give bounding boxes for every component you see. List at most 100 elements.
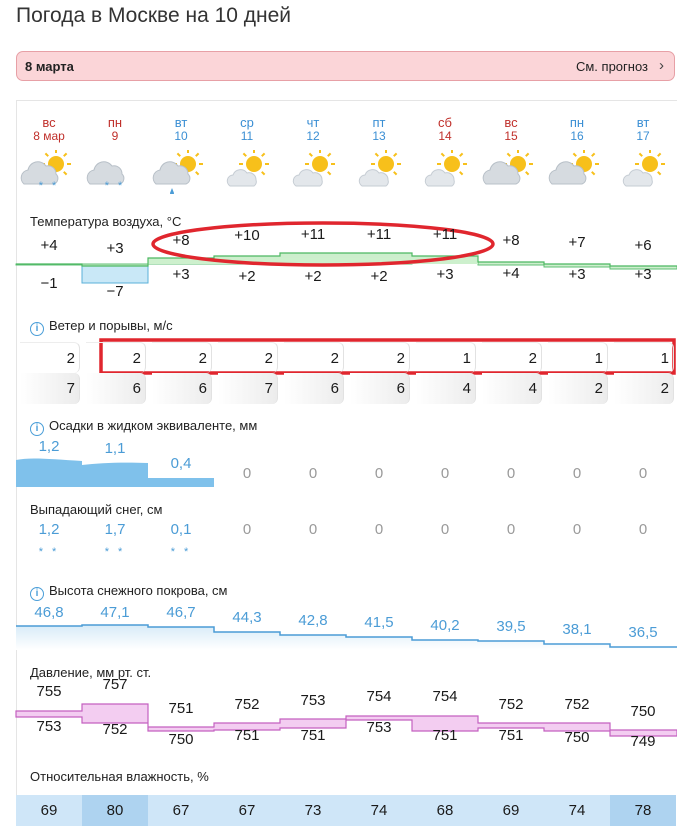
temperature-max: +11: [366, 226, 392, 243]
temperature-min: +2: [370, 268, 388, 285]
snowfall-value: 1,2: [38, 521, 60, 538]
sun-cloud-icon: [214, 149, 280, 194]
pressure-min: 750: [564, 729, 590, 746]
sun-cloud-icon: [610, 149, 676, 194]
cloud-sun-snow-icon: [16, 149, 82, 194]
day-of-week: вт: [636, 115, 650, 130]
chevron-right-icon: ›: [659, 57, 664, 74]
temperature-min: +3: [172, 266, 190, 283]
pressure-max: 750: [630, 703, 656, 720]
snowfall-value: 0: [572, 521, 582, 538]
snowfall-value: 0: [506, 521, 516, 538]
temperature-highlight-ellipse: [151, 221, 495, 267]
section-snow-depth[interactable]: i Высота снежного покрова, см: [30, 583, 228, 601]
pressure-max: 751: [168, 700, 194, 717]
day-date: 13: [372, 129, 386, 143]
day-of-week: пн: [569, 115, 585, 130]
temperature-min: −7: [106, 283, 124, 300]
info-icon[interactable]: i: [30, 422, 44, 436]
temperature-min: −1: [40, 275, 58, 292]
temperature-max: +3: [106, 240, 124, 257]
day-of-week: чт: [306, 115, 320, 130]
snow-depth-value: 46,8: [34, 604, 64, 621]
page-title: Погода в Москве на 10 дней: [16, 4, 292, 27]
snow-depth-value: 40,2: [430, 617, 460, 634]
info-icon[interactable]: i: [30, 587, 44, 601]
day-date: 15: [504, 129, 518, 143]
humidity-value: 80: [82, 795, 148, 826]
snowflake-icon: * *: [38, 546, 60, 558]
wind-gust: 7: [20, 373, 80, 404]
temperature-max: +11: [300, 226, 326, 243]
pressure-max: 754: [366, 688, 392, 705]
wind-gust: 6: [152, 373, 212, 404]
humidity-value: 67: [214, 795, 280, 826]
snow-depth-value: 47,1: [100, 604, 130, 621]
wind-gust: 6: [284, 373, 344, 404]
precipitation-value: 1,2: [38, 438, 60, 455]
temperature-line: [16, 252, 677, 267]
wind-gust: 4: [482, 373, 542, 404]
cloud-snow-icon: [82, 150, 148, 194]
precipitation-bars: [16, 458, 214, 487]
day-date: 14: [438, 129, 452, 143]
precipitation-value: 1,1: [104, 440, 126, 457]
pressure-max: 754: [432, 688, 458, 705]
snow-depth-value: 39,5: [496, 618, 526, 635]
pressure-min: 753: [366, 719, 392, 736]
wind-speed: 2: [218, 342, 278, 373]
precipitation-value: 0: [308, 465, 318, 482]
snow-depth-value: 41,5: [364, 614, 394, 631]
cloud-sun-icon: [478, 149, 544, 194]
temperature-max: +6: [634, 237, 652, 254]
temperature-max: +10: [234, 227, 260, 244]
pressure-max: 752: [498, 696, 524, 713]
snow-depth-value: 38,1: [562, 621, 592, 638]
pressure-max: 755: [36, 683, 62, 700]
snow-depth-value: 36,5: [628, 624, 658, 641]
wind-speed: 2: [20, 342, 80, 373]
snowfall-value: 0: [638, 521, 648, 538]
snow-depth-value: 44,3: [232, 609, 262, 626]
precipitation-value: 0,4: [170, 455, 192, 472]
day-of-week: пт: [372, 115, 386, 130]
day-date: 9: [111, 129, 119, 143]
temperature-max: +7: [568, 234, 586, 251]
snowfall-value: 0: [440, 521, 450, 538]
sun-cloud-icon: [346, 149, 412, 194]
pressure-band: [15, 703, 677, 737]
day-date: 16: [570, 129, 584, 143]
sun-cloud-icon: [280, 149, 346, 194]
humidity-value: 73: [280, 795, 346, 826]
day-date: 12: [306, 129, 320, 143]
pressure-max: 753: [300, 692, 326, 709]
wind-gust: 6: [350, 373, 410, 404]
see-forecast-link[interactable]: См. прогноз: [575, 59, 648, 74]
day-date: 8 мар: [33, 129, 65, 143]
temperature-min: +4: [502, 265, 520, 282]
wind-gust: 2: [614, 373, 674, 404]
wind-speed: 2: [350, 342, 410, 373]
cloud-sun-icon: [544, 149, 610, 194]
pressure-min: 751: [432, 727, 458, 744]
pressure-min: 753: [36, 718, 62, 735]
info-icon[interactable]: i: [30, 322, 44, 336]
pressure-max: 752: [234, 696, 260, 713]
pressure-min: 750: [168, 731, 194, 748]
date-banner[interactable]: 8 марта См. прогноз ›: [16, 51, 675, 81]
humidity-value: 69: [16, 795, 82, 826]
snowflake-icon: * *: [104, 180, 126, 192]
snow-depth-line: [16, 624, 677, 648]
wind-speed: 2: [482, 342, 542, 373]
cloud-sun-rain-icon: [148, 149, 214, 195]
wind-gust: 6: [86, 373, 146, 404]
wind-gust: 2: [548, 373, 608, 404]
day-date: 10: [174, 129, 188, 143]
day-of-week: пн: [107, 115, 123, 130]
snow-depth-value: 42,8: [298, 612, 328, 629]
section-wind[interactable]: i Ветер и порывы, м/с: [30, 318, 173, 336]
snow-depth-value: 46,7: [166, 604, 196, 621]
snowfall-value: 0: [308, 521, 318, 538]
section-precipitation[interactable]: i Осадки в жидком эквиваленте, мм: [30, 418, 257, 436]
